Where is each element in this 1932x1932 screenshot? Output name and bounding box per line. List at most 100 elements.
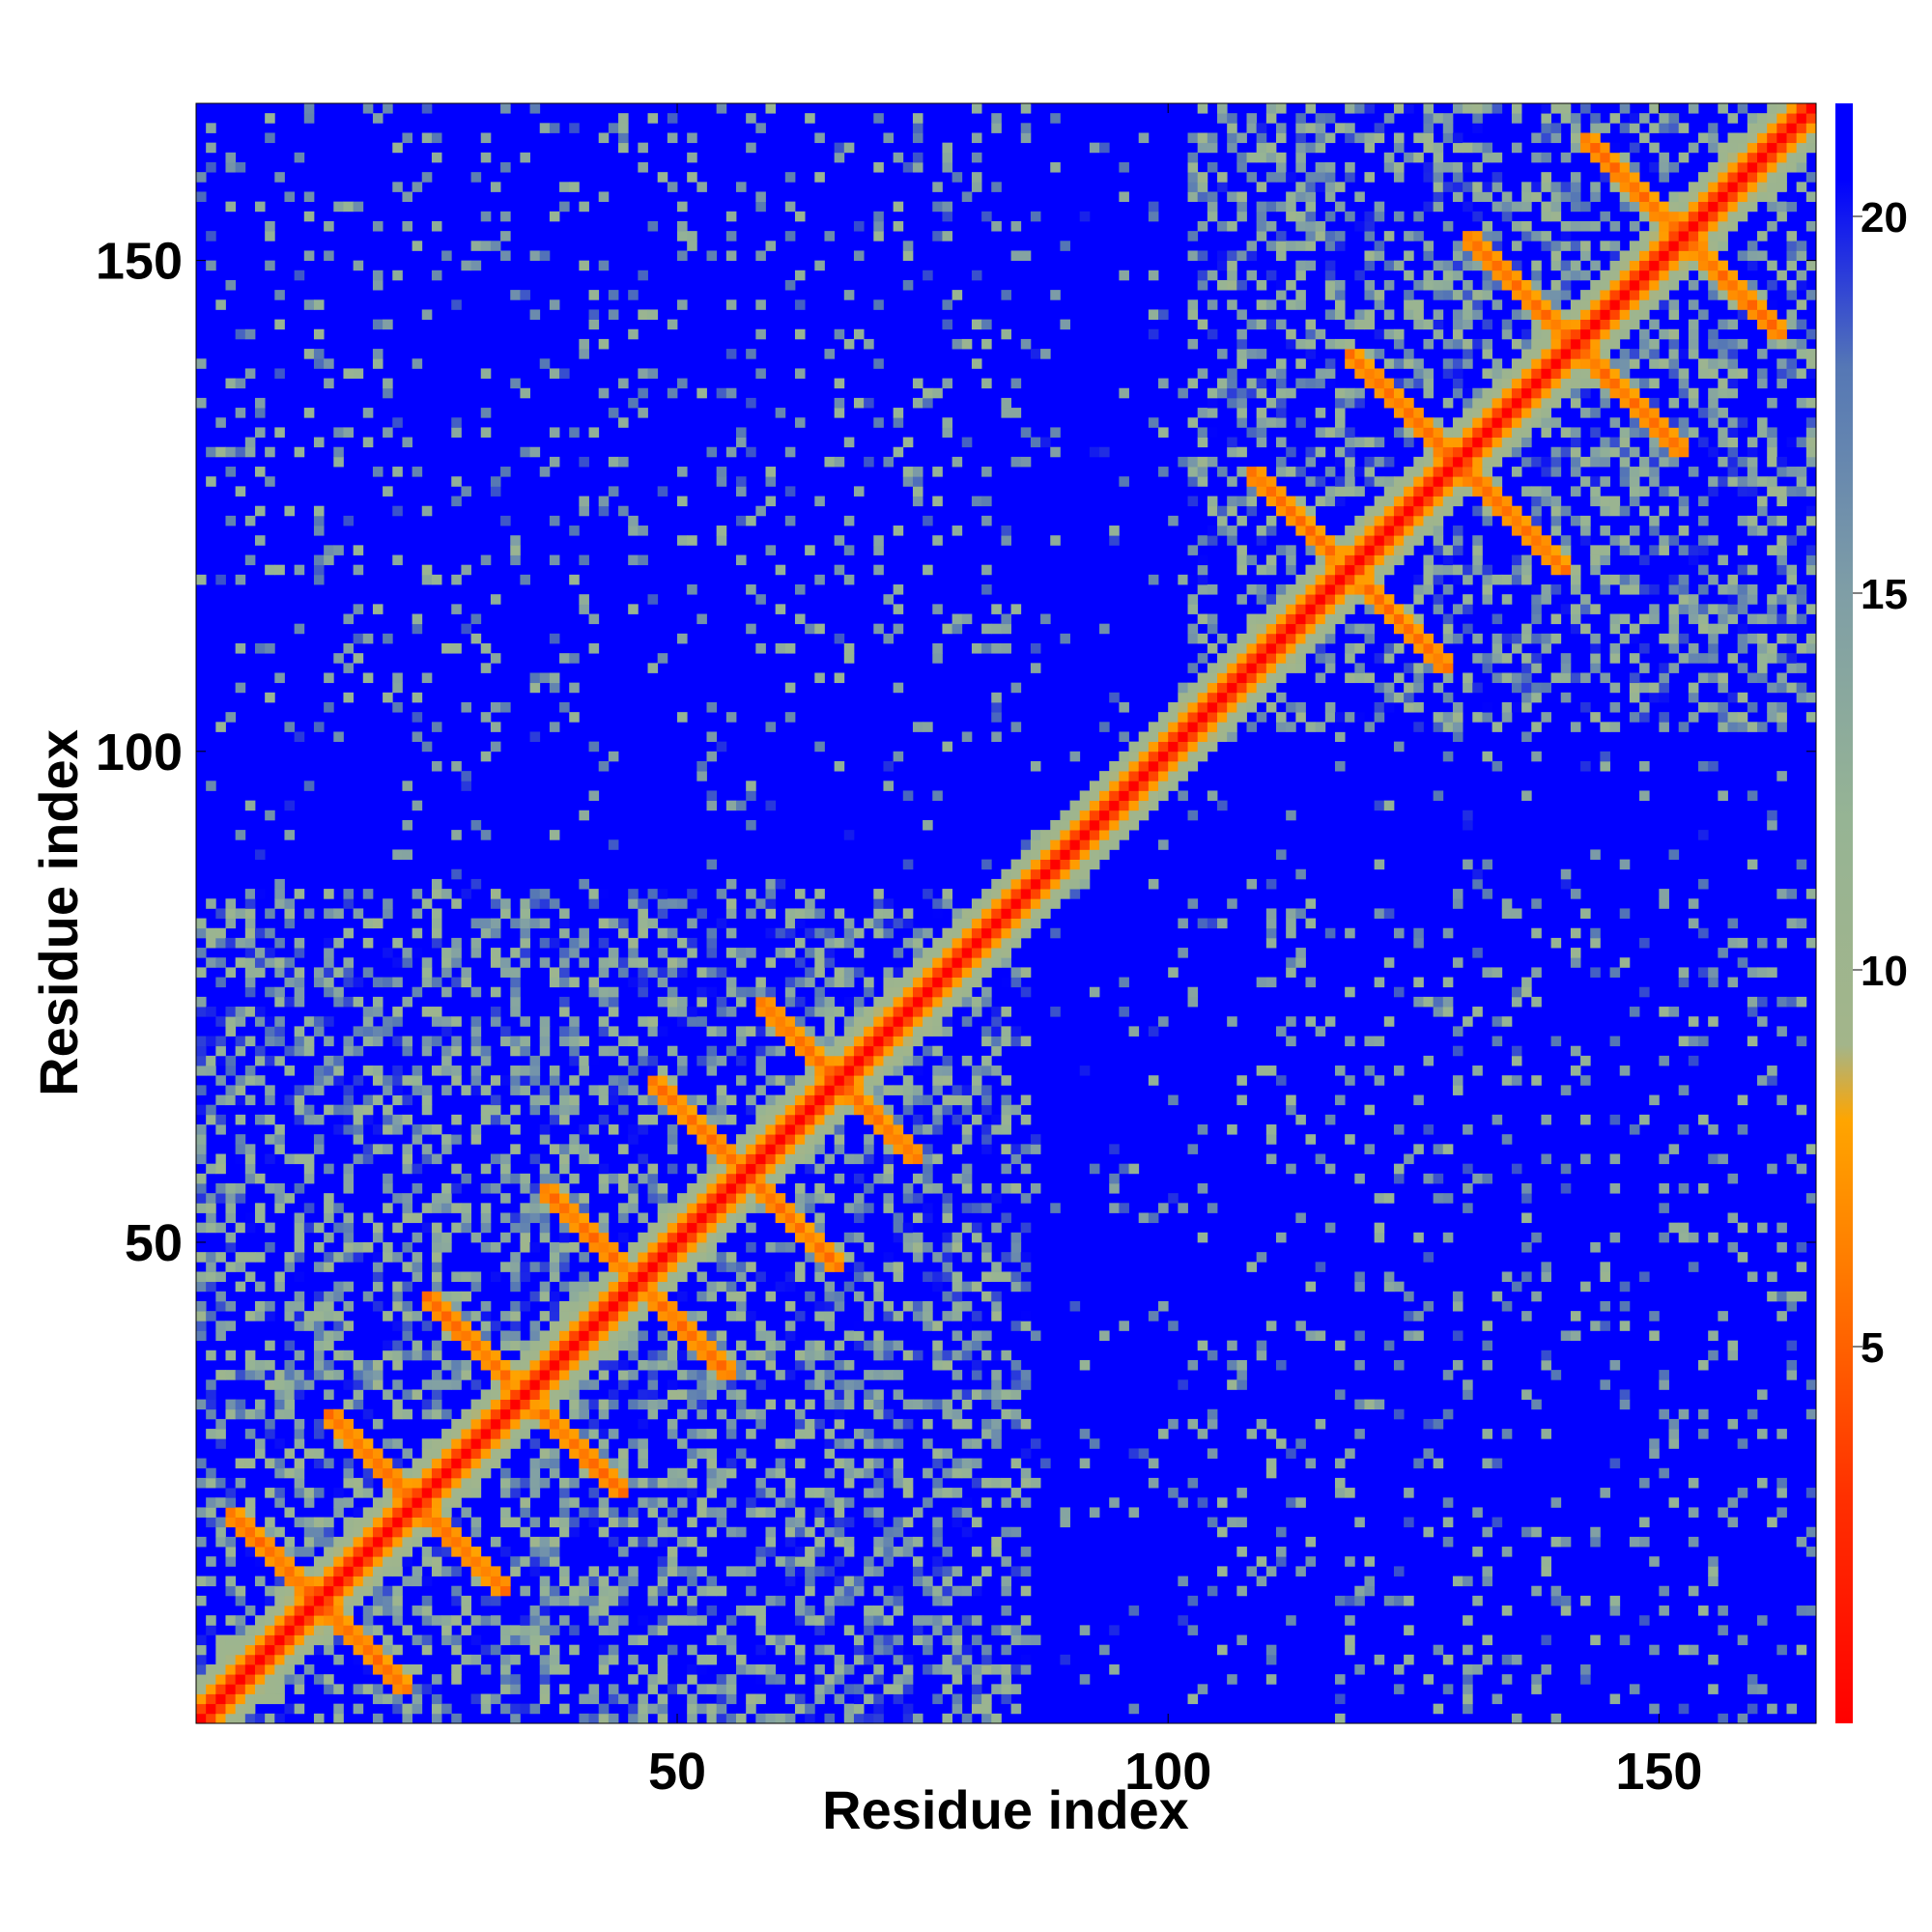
heatmap-cell bbox=[392, 1536, 403, 1548]
heatmap-cell bbox=[598, 1281, 610, 1293]
heatmap-cell bbox=[274, 889, 285, 899]
heatmap-cell bbox=[991, 937, 1002, 949]
heatmap-cell bbox=[529, 1094, 541, 1106]
heatmap-cell bbox=[942, 378, 952, 389]
heatmap-cell bbox=[667, 1212, 678, 1224]
heatmap-cell bbox=[520, 1359, 530, 1371]
heatmap-cell bbox=[470, 1016, 482, 1027]
heatmap-cell bbox=[883, 918, 895, 929]
heatmap-cell bbox=[1227, 1674, 1237, 1685]
heatmap-cell bbox=[667, 132, 678, 144]
heatmap-cell bbox=[961, 1526, 973, 1538]
heatmap-cell bbox=[470, 986, 482, 998]
heatmap-cell bbox=[235, 1085, 246, 1095]
heatmap-cell bbox=[529, 672, 541, 684]
heatmap-cell bbox=[725, 211, 737, 222]
heatmap-cell bbox=[451, 1448, 462, 1459]
heatmap-cell bbox=[333, 1321, 344, 1331]
heatmap-cell bbox=[1256, 220, 1267, 232]
heatmap-cell bbox=[392, 1193, 403, 1204]
heatmap-cell bbox=[1020, 1252, 1032, 1263]
heatmap-cell bbox=[196, 1654, 207, 1665]
heatmap-cell bbox=[696, 1203, 707, 1213]
heatmap-cell bbox=[696, 1173, 707, 1184]
heatmap-cell bbox=[343, 1536, 355, 1548]
heatmap-cell bbox=[235, 1399, 246, 1410]
heatmap-cell bbox=[313, 574, 325, 585]
heatmap-cell bbox=[598, 1477, 610, 1489]
heatmap-cell bbox=[480, 1418, 492, 1430]
heatmap-cell bbox=[598, 1664, 610, 1675]
heatmap-cell bbox=[206, 142, 216, 154]
heatmap-cell bbox=[470, 1399, 482, 1410]
heatmap-cell bbox=[579, 1379, 589, 1390]
heatmap-cell bbox=[313, 1016, 325, 1027]
heatmap-cell bbox=[461, 701, 471, 713]
heatmap-cell bbox=[333, 1536, 344, 1548]
heatmap-cell bbox=[372, 1693, 384, 1705]
heatmap-cell bbox=[539, 1163, 551, 1175]
heatmap-cell bbox=[765, 889, 777, 899]
heatmap-cell bbox=[873, 1036, 884, 1047]
heatmap-cell bbox=[628, 1262, 639, 1272]
heatmap-cell bbox=[235, 1507, 246, 1518]
heatmap-cell bbox=[372, 1467, 384, 1479]
heatmap-cell bbox=[294, 889, 305, 899]
heatmap-cell bbox=[991, 889, 1002, 899]
heatmap-cell bbox=[372, 1124, 384, 1135]
heatmap-cell bbox=[805, 1379, 815, 1390]
heatmap-cell bbox=[274, 996, 285, 1008]
heatmap-cell bbox=[412, 908, 423, 919]
heatmap-cell bbox=[294, 1477, 305, 1489]
heatmap-cell bbox=[687, 1252, 697, 1263]
heatmap-cell bbox=[1020, 967, 1032, 978]
heatmap-cell bbox=[716, 1114, 727, 1125]
heatmap-cell bbox=[746, 1281, 756, 1293]
heatmap-cell bbox=[441, 1458, 452, 1469]
heatmap-cell bbox=[1178, 387, 1188, 399]
heatmap-cell bbox=[1148, 741, 1159, 753]
heatmap-cell bbox=[470, 1281, 482, 1293]
heatmap-cell bbox=[383, 1016, 393, 1027]
heatmap-cell bbox=[893, 623, 904, 635]
heatmap-cell bbox=[520, 1408, 530, 1420]
heatmap-cell bbox=[353, 1114, 364, 1125]
heatmap-cell bbox=[952, 1664, 963, 1675]
heatmap-cell bbox=[942, 161, 952, 173]
heatmap-cell bbox=[628, 1065, 639, 1076]
heatmap-cell bbox=[225, 1300, 237, 1312]
heatmap-cell bbox=[215, 927, 226, 939]
heatmap-cell bbox=[196, 967, 207, 978]
heatmap-cell bbox=[775, 1144, 786, 1154]
heatmap-cell bbox=[529, 1075, 541, 1086]
heatmap-cell bbox=[490, 957, 501, 968]
heatmap-cell bbox=[206, 1684, 216, 1694]
heatmap-cell bbox=[254, 505, 266, 517]
heatmap-cell bbox=[559, 1163, 570, 1175]
heatmap-cell bbox=[667, 1281, 678, 1293]
heatmap-cell bbox=[1207, 682, 1218, 694]
heatmap-cell bbox=[677, 1222, 688, 1234]
heatmap-cell bbox=[1227, 476, 1237, 487]
heatmap-cell bbox=[598, 996, 610, 1008]
heatmap-cell bbox=[1099, 1330, 1110, 1342]
heatmap-cell bbox=[372, 1458, 384, 1469]
heatmap-cell bbox=[579, 1507, 589, 1518]
heatmap-cell bbox=[303, 1114, 315, 1125]
heatmap-cell bbox=[1187, 417, 1199, 428]
heatmap-cell bbox=[677, 1536, 688, 1548]
heatmap-cell bbox=[441, 957, 452, 968]
heatmap-cell bbox=[706, 1634, 718, 1646]
heatmap-cell bbox=[736, 1026, 747, 1037]
heatmap-cell bbox=[559, 1379, 570, 1390]
heatmap-cell bbox=[647, 1477, 659, 1489]
heatmap-cell bbox=[991, 1625, 1002, 1635]
heatmap-cell bbox=[638, 1173, 648, 1184]
heatmap-cell bbox=[598, 1497, 610, 1508]
heatmap-cell bbox=[912, 1153, 923, 1165]
heatmap-cell bbox=[284, 977, 296, 988]
heatmap-cell bbox=[215, 1418, 226, 1430]
heatmap-cell bbox=[883, 1300, 895, 1312]
heatmap-cell bbox=[814, 1547, 825, 1557]
heatmap-cell bbox=[853, 1055, 865, 1066]
